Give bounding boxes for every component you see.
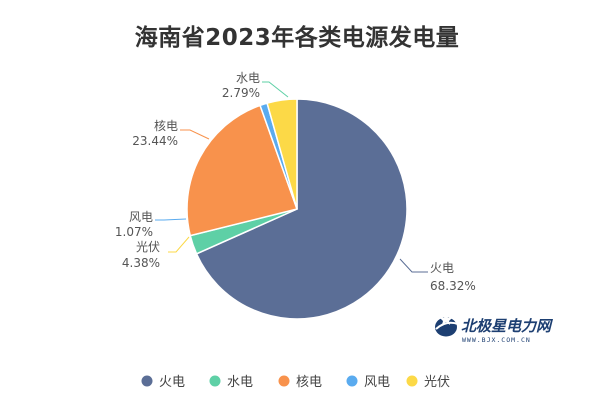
leader-line [180, 129, 210, 140]
legend-marker [141, 375, 153, 387]
slice-percent-label: 23.44% [132, 134, 178, 148]
watermark-brand: 北极星电力网 [461, 317, 554, 335]
legend-label: 核电 [296, 375, 322, 390]
leader-line [155, 218, 187, 221]
pie-slice [186, 104, 298, 237]
slice-percent-label: 2.79% [222, 86, 260, 100]
leader-line [168, 236, 190, 253]
legend-label: 光伏 [424, 375, 450, 390]
slice-percent-label: 68.32% [430, 279, 476, 293]
leader-line [399, 258, 428, 273]
logo-icon [435, 314, 459, 337]
slice-name-label: 水电 [236, 71, 260, 85]
pie-slice [266, 98, 298, 210]
label-leader-lines [155, 81, 428, 273]
legend-marker [209, 375, 221, 387]
slice-name-label: 火电 [430, 261, 454, 275]
slice-percent-label: 4.38% [122, 256, 160, 270]
legend-label: 风电 [364, 375, 390, 390]
pie-slice [195, 98, 408, 320]
slice-percent-label: 1.07% [115, 225, 153, 239]
legend-marker [406, 375, 418, 387]
slice-name-label: 光伏 [136, 240, 160, 254]
legend-marker [278, 375, 290, 387]
leader-line [262, 81, 289, 98]
legend-marker [346, 375, 358, 387]
chart-legend: 火电 水电 核电 风电 光伏 [141, 375, 450, 390]
legend-label: 火电 [159, 375, 185, 390]
watermark-url: WWW.BJX.COM.CN [462, 336, 531, 344]
pie-slices [186, 98, 408, 320]
slice-name-label: 风电 [129, 210, 153, 224]
chart-title: 海南省2023年各类电源发电量 [134, 25, 460, 51]
legend-label: 水电 [227, 375, 253, 390]
slice-name-label: 核电 [154, 119, 178, 133]
watermark-logo: 北极星电力网 WWW.BJX.COM.CN [435, 314, 554, 344]
